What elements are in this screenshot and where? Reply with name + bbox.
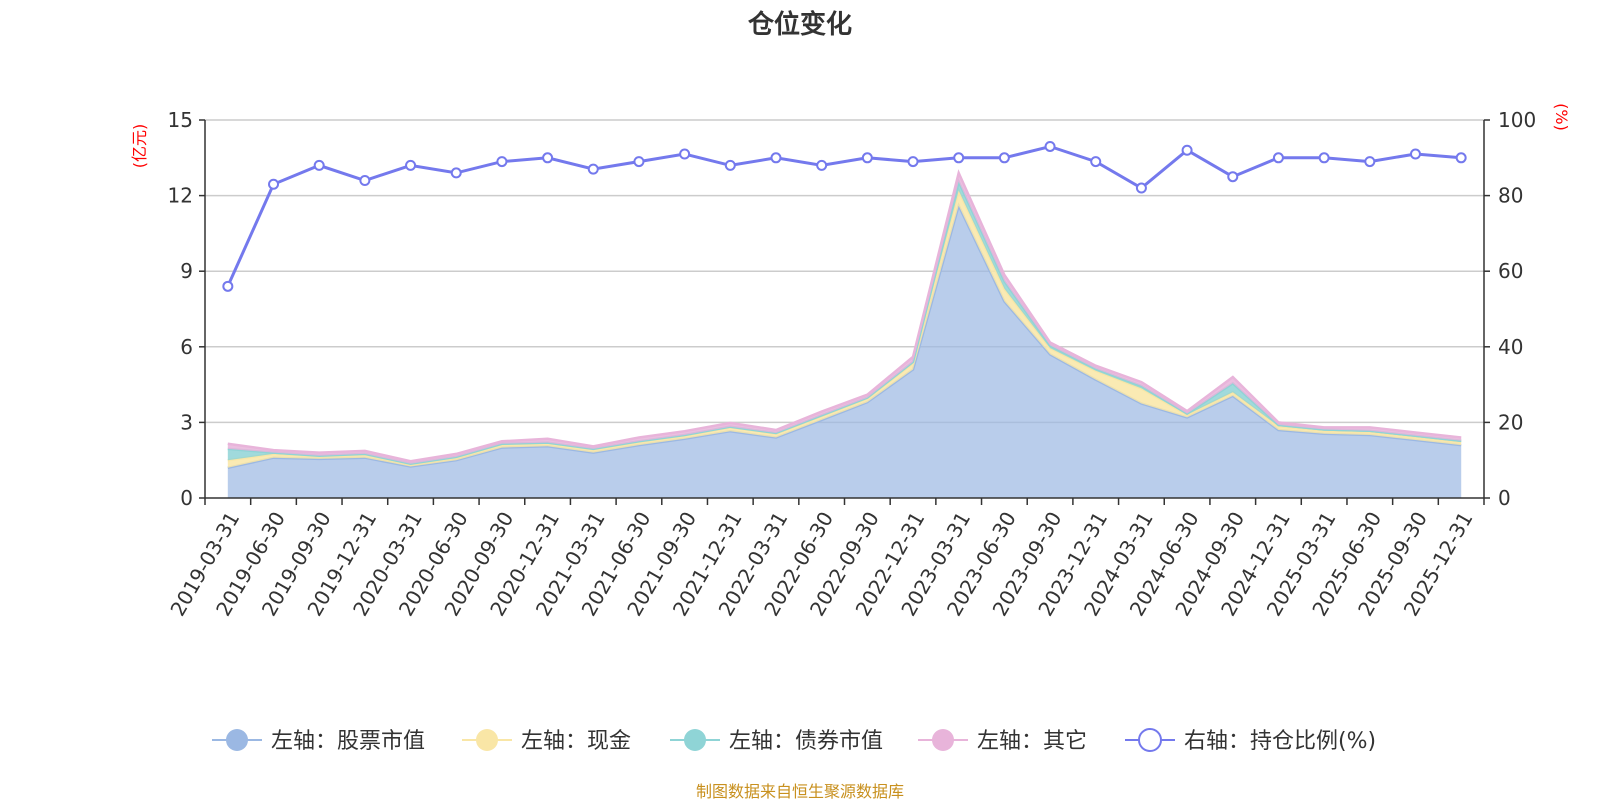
ratio-point [359, 174, 371, 186]
right-tick-label: 0 [1498, 486, 1511, 510]
ratio-point [1318, 152, 1330, 164]
ratio-point [1090, 156, 1102, 168]
left-tick-label: 3 [180, 410, 193, 434]
legend-item-5[interactable]: 右轴：持仓比例(%) [1125, 728, 1376, 754]
legend-marker [1138, 728, 1162, 752]
ratio-point [953, 152, 965, 164]
grid-lines [205, 119, 1484, 424]
ratio-point [1409, 148, 1421, 160]
source-note: 制图数据来自恒生聚源数据库 [696, 782, 904, 800]
stacked-areas [227, 169, 1462, 498]
left-axis-unit: (亿元) [130, 124, 149, 169]
ratio-point [1227, 171, 1239, 183]
ratio-point [268, 178, 280, 190]
left-tick-label: 9 [180, 259, 193, 283]
area-series-1 [227, 205, 1462, 498]
ratio-point [724, 159, 736, 171]
ratio-point [587, 163, 599, 175]
ratio-point [313, 159, 325, 171]
area-series-edge-4 [227, 169, 1462, 463]
ratio-point [405, 159, 417, 171]
ratio-point [450, 167, 462, 179]
legend-label: 右轴：持仓比例(%) [1184, 729, 1376, 754]
right-tick-label: 100 [1498, 108, 1536, 132]
ratio-point [1181, 144, 1193, 156]
left-tick-label: 0 [180, 486, 193, 510]
left-tick-label: 15 [168, 108, 193, 132]
right-tick-label: 20 [1498, 410, 1523, 434]
ratio-point [633, 156, 645, 168]
left-tick-label: 6 [180, 335, 193, 359]
legend-marker [476, 729, 498, 751]
left-tick-label: 12 [168, 184, 193, 208]
legend-item-4[interactable]: 左轴：其它 [918, 729, 1087, 754]
legend-marker [226, 729, 248, 751]
right-tick-label: 80 [1498, 184, 1523, 208]
area-series-2 [227, 190, 1462, 468]
axes: 036912150204060801002019-03-312019-06-30… [165, 108, 1536, 620]
legend-label: 左轴：股票市值 [271, 729, 425, 754]
right-tick-label: 60 [1498, 259, 1523, 283]
legend-item-3[interactable]: 左轴：债券市值 [670, 729, 883, 754]
legend-marker [684, 729, 706, 751]
legend-marker [932, 729, 954, 751]
ratio-point [770, 152, 782, 164]
ratio-point [1044, 140, 1056, 152]
ratio-point [496, 156, 508, 168]
legend-label: 左轴：债券市值 [729, 729, 883, 754]
area-series-4 [227, 172, 1462, 464]
legend-item-1[interactable]: 左轴：股票市值 [212, 729, 425, 754]
legend: 左轴：股票市值 左轴：现金 左轴：债券市值 左轴：其它 右轴：持仓比例(%) [212, 728, 1376, 754]
legend-label: 左轴：其它 [977, 729, 1087, 754]
ratio-point [816, 159, 828, 171]
ratio-line [222, 140, 1467, 292]
legend-label: 左轴：现金 [521, 729, 631, 754]
chart-title: 仓位变化 [747, 9, 852, 40]
ratio-point [998, 152, 1010, 164]
ratio-point [1135, 182, 1147, 194]
ratio-point [861, 152, 873, 164]
right-tick-label: 40 [1498, 335, 1523, 359]
ratio-point [222, 280, 234, 292]
ratio-point [907, 156, 919, 168]
ratio-point [1455, 152, 1467, 164]
right-axis-unit: (%) [1552, 103, 1571, 131]
ratio-point [1272, 152, 1284, 164]
ratio-point [1364, 156, 1376, 168]
legend-item-2[interactable]: 左轴：现金 [462, 729, 631, 754]
ratio-line-path [226, 144, 1462, 287]
ratio-point [679, 148, 691, 160]
ratio-point [542, 152, 554, 164]
